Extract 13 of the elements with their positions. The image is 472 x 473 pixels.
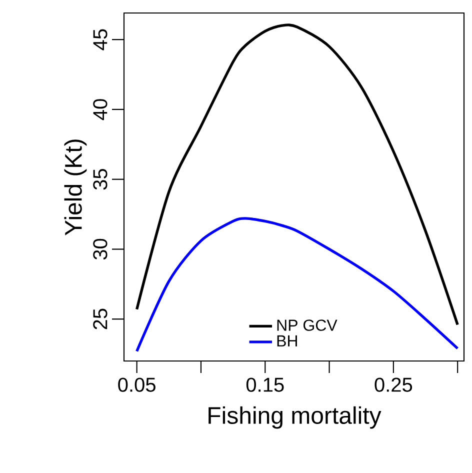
x-tick-label: 0.25 bbox=[374, 378, 412, 392]
legend-label: BH bbox=[277, 335, 297, 346]
legend-label: NP GCV bbox=[277, 320, 338, 331]
line-series bbox=[135, 217, 459, 353]
x-tick-label: 0.15 bbox=[246, 378, 284, 392]
y-tick-label: 35 bbox=[93, 169, 108, 190]
y-tick-label: 25 bbox=[93, 308, 108, 330]
y-tick-label: 30 bbox=[93, 238, 108, 260]
y-tick-label: 40 bbox=[93, 99, 108, 120]
x-axis-title: Fishing mortality bbox=[208, 406, 382, 429]
x-tick-label: 0.05 bbox=[118, 378, 156, 392]
y-tick-label: 45 bbox=[93, 29, 108, 50]
y-axis-title: Yield (Kt) bbox=[64, 140, 87, 236]
